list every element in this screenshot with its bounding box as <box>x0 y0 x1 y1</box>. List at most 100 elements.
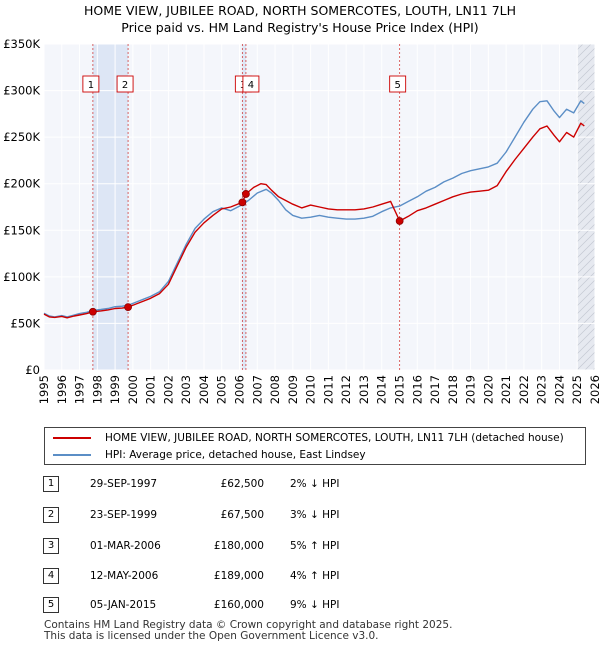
hatch-line <box>577 239 596 259</box>
x-tick-label: 2022 <box>517 375 531 404</box>
footer-copyright: Contains HM Land Registry data © Crown c… <box>44 619 453 631</box>
hatch-line <box>577 111 596 131</box>
sale-number-label: 4 <box>248 80 254 91</box>
sale-point <box>124 303 132 312</box>
x-tick-label: 2000 <box>126 375 140 404</box>
sale-number-label: 2 <box>122 80 128 91</box>
hatch-line <box>577 79 596 99</box>
hatch-line <box>577 55 596 75</box>
hatch-line <box>577 119 596 139</box>
x-tick-label: 2021 <box>499 375 513 404</box>
hatch-line <box>577 63 596 83</box>
hatch-line <box>577 207 596 227</box>
transaction-hpi: 5% ↑ HPI <box>290 540 340 552</box>
sale-point <box>238 198 247 207</box>
sale-number-box <box>82 75 100 93</box>
x-tick-label: 2009 <box>286 375 300 404</box>
x-tick-label: 2010 <box>304 375 318 404</box>
transaction-date: 29-SEP-1997 <box>90 478 158 490</box>
footer-licence: This data is licensed under the Open Gov… <box>44 630 379 642</box>
transaction-number: 2 <box>43 507 59 523</box>
hatch-line <box>577 255 596 275</box>
transaction-number: 3 <box>43 538 59 554</box>
x-tick-label: 2005 <box>215 375 229 404</box>
transaction-hpi: 2% ↓ HPI <box>290 478 340 490</box>
x-tick-label: 2006 <box>233 375 247 404</box>
legend-item-property: HOME VIEW, JUBILEE ROAD, NORTH SOMERCOTE… <box>53 430 564 446</box>
x-tick-label: 2013 <box>357 375 371 404</box>
x-tick-label: 2025 <box>570 375 584 404</box>
x-tick-label: 2012 <box>339 375 353 404</box>
x-tick-label: 2016 <box>410 375 424 404</box>
hatch-line <box>577 44 592 59</box>
hatch-line <box>577 223 596 243</box>
hatch-line <box>577 183 596 203</box>
hatch-line <box>577 44 584 51</box>
transaction-number: 5 <box>43 597 59 613</box>
x-tick-label: 2019 <box>464 375 478 404</box>
hatch-line <box>577 151 596 171</box>
transaction-row: 2 23-SEP-1999 £67,500 3% ↓ HPI <box>0 507 600 525</box>
hatch-line <box>577 167 596 187</box>
legend-swatch-property <box>53 437 91 439</box>
hatch-line <box>577 191 596 211</box>
sale-number-box <box>389 75 407 93</box>
chart-subtitle: Price paid vs. HM Land Registry's House … <box>121 20 479 35</box>
transaction-number: 4 <box>43 568 59 584</box>
sale-number-label: 1 <box>88 80 94 91</box>
x-tick-label: 1999 <box>108 375 122 404</box>
transaction-hpi: 4% ↑ HPI <box>290 570 340 582</box>
chart-title: HOME VIEW, JUBILEE ROAD, NORTH SOMERCOTE… <box>83 3 517 18</box>
hatch-line <box>577 295 596 315</box>
x-tick-label: 2008 <box>268 375 282 404</box>
x-tick-label: 1995 <box>37 375 51 404</box>
transaction-row: 4 12-MAY-2006 £189,000 4% ↑ HPI <box>0 568 600 586</box>
hatch-line <box>577 135 596 155</box>
x-tick-label: 2024 <box>552 375 566 404</box>
sale-number-box <box>116 75 134 93</box>
hatch-line <box>577 335 596 355</box>
legend-item-hpi: HPI: Average price, detached house, East… <box>53 447 366 463</box>
transaction-price: £67,500 <box>220 509 264 521</box>
hatch-line <box>577 24 595 42</box>
transaction-row: 5 05-JAN-2015 £160,000 9% ↓ HPI <box>0 597 600 615</box>
x-tick-label: 2023 <box>535 375 549 404</box>
hatch-line <box>577 71 596 91</box>
hatch-line <box>577 199 596 219</box>
y-tick-label: £50K <box>11 316 41 330</box>
x-tick-label: 2014 <box>375 375 389 404</box>
hatch-line <box>577 231 596 251</box>
sale-number-box <box>242 75 260 93</box>
x-tick-label: 2003 <box>179 375 193 404</box>
sale-number-label: 5 <box>394 80 400 91</box>
y-tick-label: £350K <box>3 37 40 51</box>
y-tick-label: £300K <box>3 84 40 98</box>
hatch-line <box>577 215 596 235</box>
transaction-price: £189,000 <box>213 570 264 582</box>
y-tick-label: £150K <box>3 223 40 237</box>
footer: Contains HM Land Registry data © Crown c… <box>44 620 452 642</box>
hatch-line <box>577 327 596 347</box>
transaction-date: 12-MAY-2006 <box>90 570 159 582</box>
x-tick-label: 2001 <box>144 375 158 404</box>
transaction-date: 23-SEP-1999 <box>90 509 158 521</box>
hatch-line <box>577 143 596 163</box>
hatch-line <box>577 175 596 195</box>
x-tick-label: 2007 <box>250 375 264 404</box>
x-tick-label: 2017 <box>428 375 442 404</box>
transaction-row: 1 29-SEP-1997 £62,500 2% ↓ HPI <box>0 476 600 494</box>
hatch-line <box>577 351 596 370</box>
price-chart: £0 £50K £100K £150K £200K £250K £300K £350K 1995… <box>3 24 600 404</box>
y-tick-label: £200K <box>3 177 40 191</box>
legend-label-hpi: HPI: Average price, detached house, East… <box>105 449 366 461</box>
sale-period-shade <box>92 44 129 370</box>
legend: HOME VIEW, JUBILEE ROAD, NORTH SOMERCOTE… <box>44 427 586 465</box>
legend-swatch-hpi <box>53 454 91 456</box>
x-tick-label: 1997 <box>73 375 87 404</box>
hatch-line <box>577 247 596 267</box>
hatch-line <box>584 359 596 370</box>
transaction-row: 3 01-MAR-2006 £180,000 5% ↑ HPI <box>0 538 600 556</box>
x-tick-label: 1996 <box>55 375 69 404</box>
sale-point <box>242 190 250 198</box>
hatch-line <box>577 279 596 299</box>
